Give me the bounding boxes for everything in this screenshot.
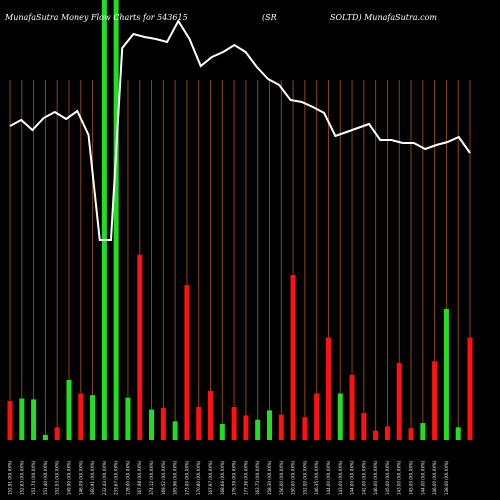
- x-tick-label: 176.39 (XX.XX%): [232, 460, 237, 495]
- header-middle: (SR: [262, 13, 277, 22]
- money-flow-bar: [208, 390, 214, 440]
- x-tick-label: 178.00 (XX.XX%): [125, 460, 130, 495]
- x-tick-label: 143.00 (XX.XX%): [338, 460, 343, 495]
- money-flow-bar: [149, 409, 155, 440]
- money-flow-bar: [278, 414, 284, 440]
- money-flow-bar: [160, 407, 166, 440]
- x-tick-label: 158.30 (XX.XX%): [267, 460, 272, 495]
- x-tick-label: 145.00 (XX.XX%): [385, 460, 390, 495]
- money-flow-bar: [432, 361, 438, 440]
- money-flow-bar: [302, 417, 308, 440]
- money-flow-bar: [7, 401, 13, 440]
- x-tick-label: 145.00 (XX.XX%): [409, 460, 414, 495]
- money-flow-bar: [420, 423, 426, 440]
- money-flow-bar: [90, 395, 96, 440]
- x-tick-label: 156.00 (XX.XX%): [279, 460, 284, 495]
- money-flow-bar: [373, 430, 379, 440]
- money-flow-bar: [196, 407, 202, 440]
- x-tick-label: 146.00 (XX.XX%): [432, 460, 437, 495]
- header-left: MunafaSutra Money Flow Charts for 543615: [4, 13, 188, 22]
- money-flow-bar: [172, 421, 178, 440]
- x-tick-label: 152.63 (XX.XX%): [19, 460, 24, 495]
- x-tick-label: 144.00 (XX.XX%): [420, 460, 425, 495]
- x-tick-label: 152.53 (XX.XX%): [55, 460, 60, 495]
- money-flow-bar: [219, 423, 225, 440]
- money-flow-bar: [231, 407, 237, 440]
- money-flow-bar: [54, 427, 60, 440]
- x-tick-labels: 152.91 (XX.XX%) 152.63 (XX.XX%) 151.74 (XX…: [8, 460, 449, 495]
- x-tick-label: 167.98 (XX.XX%): [137, 460, 142, 495]
- x-tick-label: 150.00 (XX.XX%): [291, 460, 296, 495]
- money-flow-bar: [113, 0, 119, 440]
- x-tick-label: 138.00 (XX.XX%): [444, 460, 449, 495]
- x-tick-label: 144.00 (XX.XX%): [326, 460, 331, 495]
- x-tick-label: 142.00 (XX.XX%): [361, 460, 366, 495]
- money-flow-bar: [184, 285, 190, 440]
- money-flow-bar: [31, 399, 37, 440]
- money-flow-bar: [396, 363, 402, 440]
- money-flow-bar: [101, 0, 107, 440]
- money-flow-bar: [66, 379, 72, 440]
- x-tick-label: 163.73 (XX.XX%): [255, 460, 260, 495]
- x-tick-label: 144.00 (XX.XX%): [350, 460, 355, 495]
- money-flow-bar: [137, 254, 143, 440]
- money-flow-bar: [408, 428, 414, 440]
- x-tick-label: 173.00 (XX.XX%): [184, 460, 189, 495]
- money-flow-bar: [384, 426, 390, 440]
- x-tick-label: 152.91 (XX.XX%): [8, 460, 13, 495]
- x-tick-label: 160.91 (XX.XX%): [90, 460, 95, 495]
- money-flow-bar: [455, 427, 461, 440]
- x-tick-label: 233.67 (XX.XX%): [114, 460, 119, 495]
- money-flow-bars: [7, 0, 473, 440]
- money-flow-bar: [290, 275, 296, 440]
- money-flow-bar: [78, 393, 84, 440]
- money-flow-bar: [467, 337, 473, 440]
- money-flow-bar: [349, 374, 355, 440]
- money-flow-bar: [125, 397, 131, 440]
- x-tick-label: 167.97 (XX.XX%): [208, 460, 213, 495]
- money-flow-bar: [255, 419, 261, 440]
- money-flow-bar: [443, 308, 449, 440]
- x-tick-label: 143.00 (XX.XX%): [397, 460, 402, 495]
- money-flow-bar: [325, 337, 331, 440]
- money-flow-bar: [314, 393, 320, 440]
- price-line: [9, 19, 471, 241]
- money-flow-bar: [337, 393, 343, 440]
- x-tick-label: 152.00 (XX.XX%): [302, 460, 307, 495]
- x-tick-label: 174.12 (XX.XX%): [149, 460, 154, 495]
- money-flow-bar: [243, 415, 249, 440]
- x-tick-label: 165.96 (XX.XX%): [173, 460, 178, 495]
- x-tick-label: 146.35 (XX.XX%): [314, 460, 319, 495]
- header-right: SOLTD) MunafaSutra.com: [330, 13, 437, 22]
- money-flow-bar: [42, 434, 48, 440]
- x-tick-label: 169.52 (XX.XX%): [161, 460, 166, 495]
- money-flow-bar: [361, 412, 367, 440]
- x-tick-label: 168.66 (XX.XX%): [220, 460, 225, 495]
- x-tick-label: 232.43 (XX.XX%): [102, 460, 107, 495]
- x-tick-label: 151.74 (XX.XX%): [31, 460, 36, 495]
- x-tick-label: 146.00 (XX.XX%): [373, 460, 378, 495]
- x-tick-label: 149.90 (XX.XX%): [66, 460, 71, 495]
- x-tick-label: 151.40 (XX.XX%): [43, 460, 48, 495]
- money-flow-bar: [19, 398, 25, 440]
- x-tick-label: 177.36 (XX.XX%): [243, 460, 248, 495]
- money-flow-bar: [266, 410, 272, 440]
- x-tick-label: 170.80 (XX.XX%): [196, 460, 201, 495]
- x-tick-label: 146.09 (XX.XX%): [78, 460, 83, 495]
